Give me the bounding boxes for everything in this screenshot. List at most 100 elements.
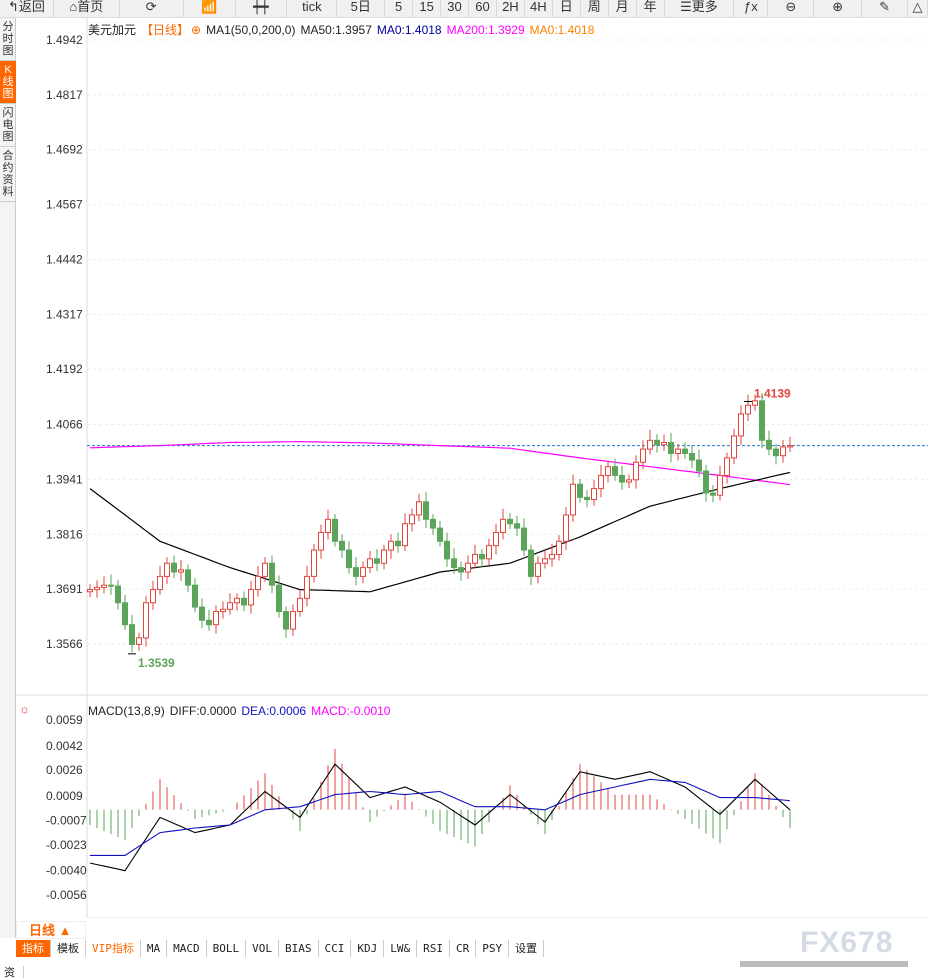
macd-tick-label: 0.0009 bbox=[46, 789, 83, 803]
formula-button[interactable]: ƒx bbox=[734, 0, 769, 18]
sidebar-tab-0[interactable]: 分时图 bbox=[0, 18, 16, 61]
candle-body bbox=[227, 602, 233, 610]
candle-body bbox=[325, 518, 331, 534]
sidebar-tab-1[interactable]: K线图 bbox=[0, 61, 16, 104]
period-2h[interactable]: 2H bbox=[497, 0, 525, 18]
indicator-tab-lw&[interactable]: LW& bbox=[384, 940, 418, 957]
indicator-tab-macd[interactable]: MACD bbox=[167, 940, 207, 957]
macd-tick-label: -0.0007 bbox=[46, 813, 87, 827]
candle-body bbox=[661, 442, 667, 446]
symbol-name: 美元加元 bbox=[88, 23, 137, 37]
shape-button[interactable]: △ bbox=[908, 0, 928, 18]
indicator-tab-ma[interactable]: MA bbox=[141, 940, 168, 957]
indicator-tab-cr[interactable]: CR bbox=[450, 940, 477, 957]
indicator-tab-boll[interactable]: BOLL bbox=[207, 940, 247, 957]
candle-body bbox=[598, 474, 604, 490]
candle-body bbox=[500, 518, 506, 534]
chart-mode-sidebar: 分时图 K线图 闪电图 合约资料 bbox=[0, 18, 16, 938]
period-15min[interactable]: 15 bbox=[413, 0, 442, 18]
macd-legend: MACD(13,8,9) DIFF:0.0000 DEA:0.0006 MACD:-0… bbox=[88, 704, 395, 718]
candle-body bbox=[703, 470, 709, 494]
diff-value: DIFF:0.0000 bbox=[169, 704, 237, 718]
candle-body bbox=[367, 558, 373, 569]
price-tick-label: 1.3941 bbox=[46, 472, 83, 486]
candle-body bbox=[787, 445, 793, 448]
candle-body bbox=[318, 532, 324, 551]
period-year[interactable]: 年 bbox=[637, 0, 665, 18]
ma-indicator-name[interactable]: MA1(50,0,200,0) bbox=[206, 23, 296, 37]
candle-body bbox=[206, 619, 212, 626]
period-5day[interactable]: 5日 bbox=[337, 0, 386, 18]
candle-body bbox=[94, 586, 100, 591]
more-button[interactable]: ☰更多 bbox=[665, 0, 735, 18]
candle-body bbox=[353, 567, 359, 577]
indicator-tab-psy[interactable]: PSY bbox=[476, 940, 510, 957]
price-chart[interactable]: 1.4942 1.4817 1.4692 1.4567 1.4442 1.4317 1.41… bbox=[16, 18, 928, 918]
chart-type-button[interactable]: 📶 bbox=[184, 0, 236, 18]
macd-settings-icon[interactable]: ☼ bbox=[19, 702, 30, 716]
draw-button[interactable]: ✎ bbox=[862, 0, 909, 18]
indicator-tab-rsi[interactable]: RSI bbox=[417, 940, 450, 957]
add-indicator-icon[interactable]: ⊕ bbox=[191, 23, 202, 37]
period-label: 【日线】 bbox=[141, 23, 190, 37]
period-week[interactable]: 周 bbox=[581, 0, 609, 18]
candle-body bbox=[409, 514, 415, 525]
price-tick-label: 1.3691 bbox=[46, 582, 83, 596]
period-tick[interactable]: tick bbox=[287, 0, 338, 18]
candle-body bbox=[619, 474, 625, 483]
candle-body bbox=[542, 558, 548, 564]
period-60min[interactable]: 60 bbox=[469, 0, 497, 18]
price-tick-label: 1.4942 bbox=[46, 33, 83, 47]
indicator-tab-指标[interactable]: 指标 bbox=[16, 940, 51, 957]
zoom-in-button[interactable]: ⊕ bbox=[814, 0, 863, 18]
candle-body bbox=[647, 439, 653, 450]
candle-body bbox=[192, 584, 198, 608]
indicator-tab-模板[interactable]: 模板 bbox=[51, 940, 86, 957]
candle-body bbox=[451, 558, 457, 569]
candle-body bbox=[269, 562, 275, 586]
candle-body bbox=[640, 448, 646, 463]
ma50-value: MA50:1.3957 bbox=[300, 23, 372, 37]
horizontal-scrollbar[interactable] bbox=[740, 961, 908, 967]
toolbar: ↰返回 ⌂首页 ⟳ 📶 ┿┿ tick 5日 5 15 30 60 2H 4H 日周月年 ☰更多 ƒx ⊖ ⊕ ✎ △ bbox=[0, 0, 928, 18]
period-4h[interactable]: 4H bbox=[525, 0, 553, 18]
fx678-watermark: FX678 bbox=[800, 926, 894, 959]
sidebar-tab-3[interactable]: 合约资料 bbox=[0, 147, 16, 202]
indicator-tab-设置[interactable]: 设置 bbox=[509, 940, 545, 957]
period-day[interactable]: 日 bbox=[553, 0, 581, 18]
home-button[interactable]: ⌂首页 bbox=[54, 0, 120, 18]
candle-body bbox=[178, 569, 184, 573]
macd-name[interactable]: MACD(13,8,9) bbox=[88, 704, 165, 718]
indicator-tab-vol[interactable]: VOL bbox=[246, 940, 279, 957]
price-tick-label: 1.4066 bbox=[46, 418, 83, 432]
indicator-tab-cci[interactable]: CCI bbox=[319, 940, 352, 957]
candle-body bbox=[745, 404, 751, 415]
sidebar-tab-2[interactable]: 闪电图 bbox=[0, 104, 16, 147]
candle-body bbox=[423, 501, 429, 520]
back-button[interactable]: ↰返回 bbox=[0, 0, 54, 18]
indicator-tab-kdj[interactable]: KDJ bbox=[351, 940, 385, 957]
indicator-tab-vip指标[interactable]: VIP指标 bbox=[86, 940, 141, 957]
period-5min[interactable]: 5 bbox=[385, 0, 414, 18]
candle-body bbox=[549, 553, 555, 560]
candle-body bbox=[472, 553, 478, 564]
refresh-button[interactable]: ⟳ bbox=[120, 0, 184, 18]
candle-body bbox=[682, 448, 688, 454]
low-price-label: 1.3539 bbox=[138, 656, 175, 670]
candle-body bbox=[689, 452, 695, 461]
news-tab[interactable]: 资讯 bbox=[0, 966, 24, 978]
ma0-value: MA0:1.4018 bbox=[376, 23, 442, 37]
period-30min[interactable]: 30 bbox=[441, 0, 469, 18]
indicator-tab-bias[interactable]: BIAS bbox=[279, 940, 319, 957]
candle-body bbox=[710, 492, 716, 496]
candle-body bbox=[311, 549, 317, 577]
candle-body bbox=[486, 545, 492, 560]
macd-tick-label: -0.0023 bbox=[46, 838, 87, 852]
period-selector-button[interactable]: 日线 ▲ bbox=[16, 921, 86, 939]
candle-body bbox=[675, 448, 681, 454]
zoom-out-button[interactable]: ⊖ bbox=[768, 0, 815, 18]
candle-type-button[interactable]: ┿┿ bbox=[236, 0, 288, 18]
candle-body bbox=[101, 584, 107, 588]
period-month[interactable]: 月 bbox=[609, 0, 637, 18]
candle-body bbox=[388, 540, 394, 551]
